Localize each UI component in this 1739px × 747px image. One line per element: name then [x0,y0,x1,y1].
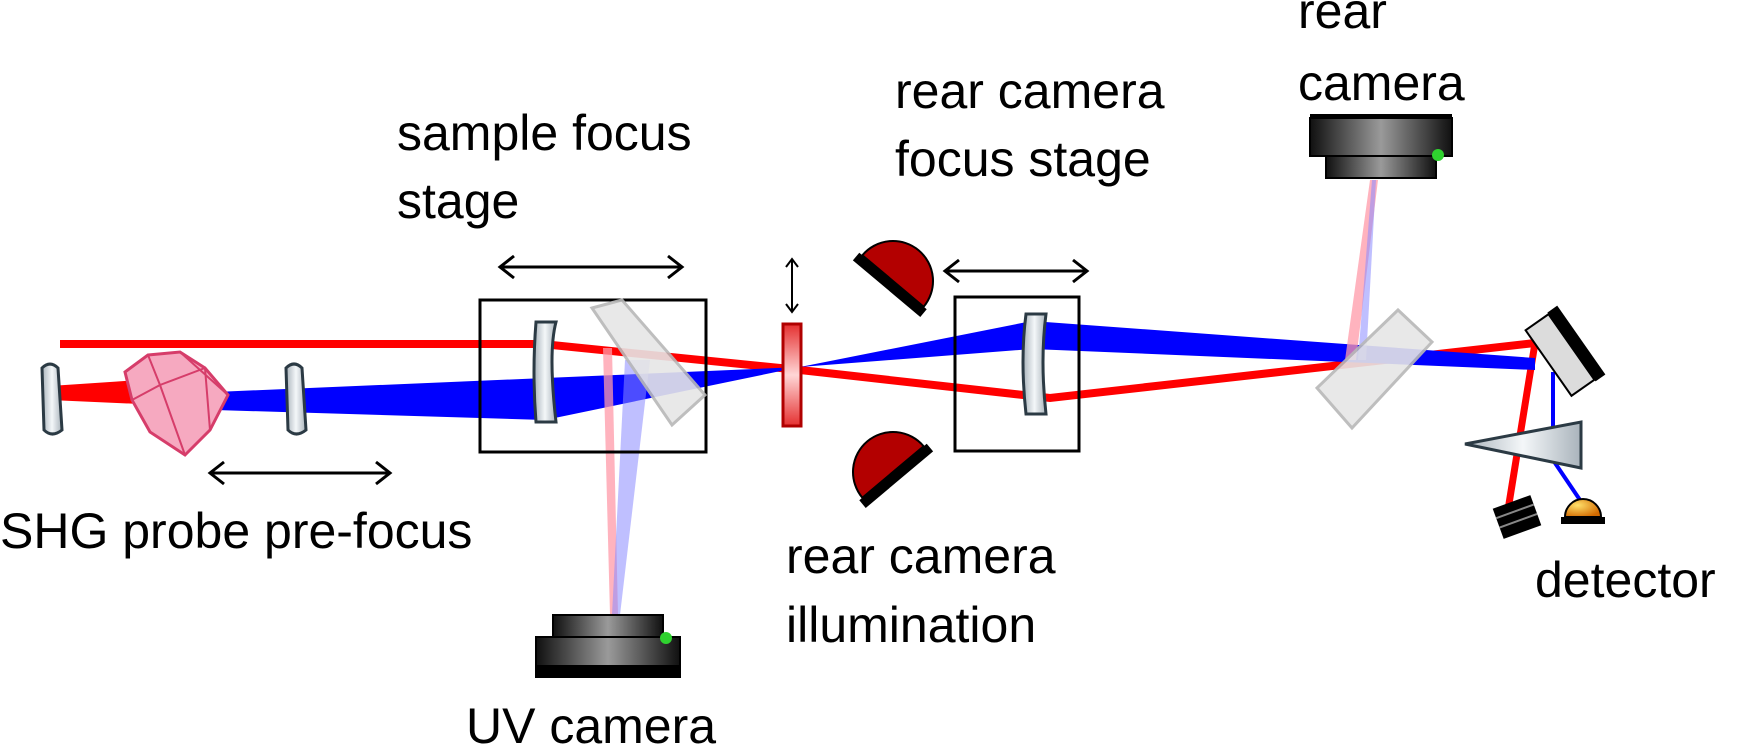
shg-crystal [123,350,230,457]
uv-camera-label: UV camera [466,698,716,747]
blue-beam-dispersed [1551,458,1582,502]
sample-focus-lens [532,320,558,424]
prefocus-section: SHG probe pre-focus [0,350,472,559]
sample-beamsplitter [589,298,708,428]
beam-dump-icon [1492,495,1542,539]
rear-camera-focus-stage-label-line1: rear camera [895,63,1165,119]
uv-camera-blue-reflection [612,360,650,615]
rear-camera-status-led-icon [1432,149,1444,161]
sample-holder [781,257,803,428]
upper-illumination-led-icon [852,240,934,317]
detection-arm: detector [1464,305,1716,608]
steering-mirror-icon [1524,305,1606,398]
dispersion-prism [1464,420,1583,470]
rear-stage-arrow-icon [942,258,1090,284]
rear-camera-focus-stage-label-line2: focus stage [895,131,1151,187]
shg-probe-prefocus-label: SHG probe pre-focus [0,503,472,559]
uv-camera-base [536,665,680,677]
rear-camera-illumination-label-line1: rear camera [786,528,1056,584]
uv-camera-status-led-icon [660,632,672,644]
detector-label: detector [1535,552,1716,608]
rear-camera-blue-reflection [1358,180,1376,360]
blue-beam-to-splitter [1032,321,1535,370]
red-beam-to-filter [1504,342,1539,511]
rear-camera-label-line2: camera [1298,55,1465,111]
blue-beam-diverging [800,321,1032,367]
sample-focus-stage-label-line2: stage [397,173,519,229]
sample-filter [781,322,803,428]
rear-camera-illumination-label-line2: illumination [786,597,1036,653]
sample-focus-stage-label-line1: sample focus [397,105,692,161]
rear-beamsplitter [1314,307,1435,431]
detector-icon [1561,498,1605,524]
rear-focus-lens [1021,312,1048,416]
sample-stage-arrow-icon [497,254,685,280]
sample-focus-stage: sample focus stage [397,105,708,454]
rear-camera-focus-stage: rear camera focus stage [895,63,1165,453]
lower-illumination-led-icon [852,431,934,508]
rear-stage-frame [953,295,1081,453]
prefocus-lens [284,362,308,436]
input-lens [40,362,64,436]
rear-camera-lens-mount [1325,155,1437,179]
rear-camera-illumination: rear camera illumination [786,240,1056,653]
rear-camera-body [1309,117,1453,157]
rear-camera-label-line1: rear [1298,0,1387,39]
rear-camera: rear camera [1298,0,1465,179]
red-beam-prefocus [50,380,140,404]
sample-stage-frame [478,298,708,454]
uv-camera-red-reflection [603,348,618,615]
uv-camera-top [552,614,664,638]
prefocus-stage-arrow-icon [207,460,393,486]
sample-vertical-adjust-arrow-icon [785,257,799,314]
uv-camera: UV camera [466,614,716,747]
